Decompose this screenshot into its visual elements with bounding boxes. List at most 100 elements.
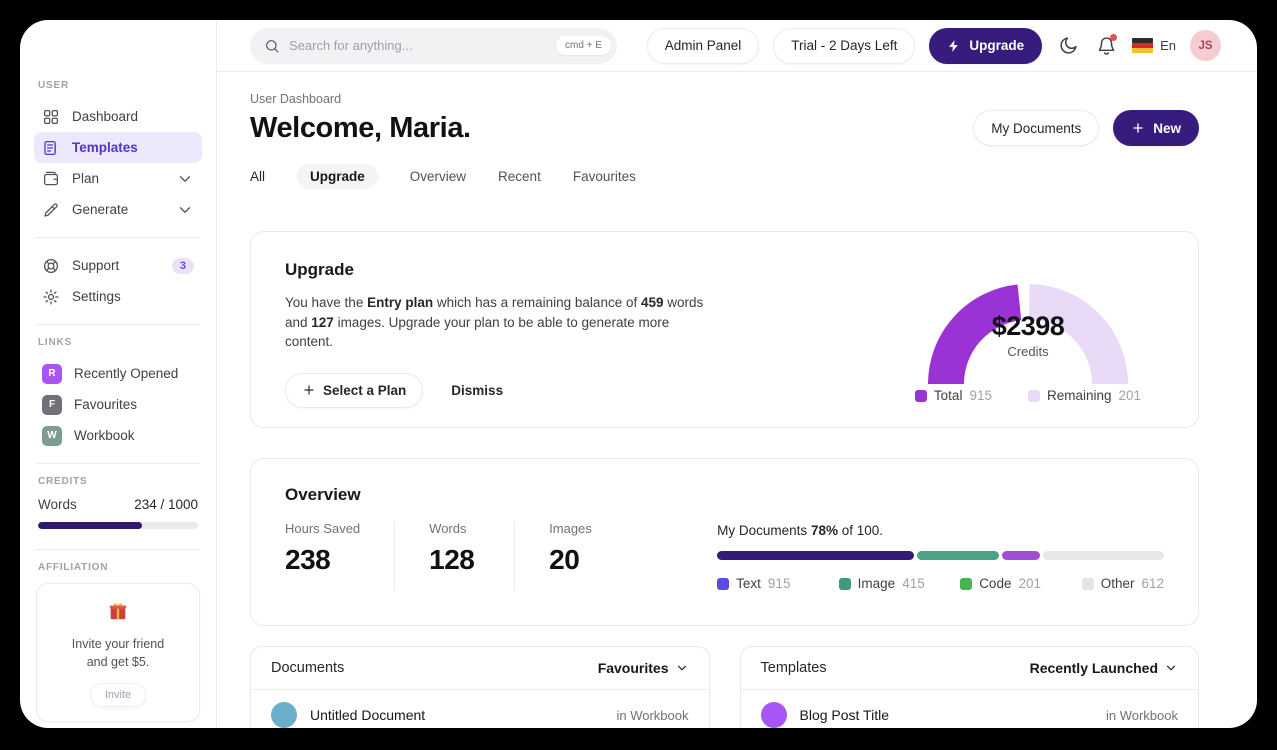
new-button[interactable]: New	[1113, 110, 1199, 146]
sidebar-link-workbook[interactable]: W Workbook	[34, 420, 202, 451]
documents-card: Documents Favourites Untitled Document i…	[250, 646, 710, 728]
tab-upgrade[interactable]: Upgrade	[297, 164, 378, 189]
legend-swatch	[838, 577, 851, 590]
sidebar-item-support[interactable]: Support 3	[34, 250, 202, 281]
segment-image	[916, 551, 1000, 560]
credits-words-label: Words	[38, 497, 77, 512]
language-selector[interactable]: En	[1132, 38, 1176, 53]
sidebar-item-label: Settings	[72, 289, 121, 304]
dark-mode-toggle[interactable]	[1056, 34, 1080, 58]
sidebar-link-label: Workbook	[74, 428, 135, 443]
legend-swatch	[960, 577, 973, 590]
gauge-center-label: Credits	[1007, 344, 1049, 359]
tab-recent[interactable]: Recent	[498, 169, 541, 184]
lightning-bolt-icon	[949, 39, 959, 52]
moon-icon	[1060, 37, 1077, 54]
legend-item-image: Image 415	[838, 576, 961, 591]
admin-panel-button[interactable]: Admin Panel	[646, 27, 760, 64]
tab-bar: All Upgrade Overview Recent Favourites	[250, 164, 1199, 189]
sidebar-link-recently-opened[interactable]: R Recently Opened	[34, 358, 202, 389]
progress-caption: My Documents 78% of 100.	[717, 523, 1164, 538]
stat-label: Hours Saved	[285, 521, 361, 536]
legend-value: 915	[969, 388, 992, 403]
legend-swatch	[717, 577, 730, 590]
template-location: in Workbook	[1105, 707, 1178, 723]
documents-filter-dropdown[interactable]: Favourites	[598, 660, 689, 676]
stat-label: Images	[549, 521, 592, 536]
upgrade-card: Upgrade You have the Entry plan which ha…	[250, 231, 1199, 428]
stat-value: 128	[429, 544, 475, 575]
lifebuoy-icon	[43, 258, 59, 273]
stat-images: Images 20	[549, 521, 635, 591]
search-icon	[266, 39, 279, 53]
sidebar-item-generate[interactable]: Generate	[34, 194, 202, 225]
legend-item-code: Code 201	[960, 576, 1082, 591]
gear-icon	[43, 288, 59, 305]
sidebar-link-label: Favourites	[74, 397, 138, 412]
sidebar-divider	[36, 237, 200, 238]
trial-status-button[interactable]: Trial - 2 Days Left	[773, 27, 916, 64]
support-count-badge: 3	[171, 257, 194, 274]
documents-card-title: Documents	[271, 660, 345, 676]
notifications-button[interactable]	[1094, 33, 1118, 58]
credits-words-value: 234 / 1000	[134, 497, 198, 512]
my-documents-button[interactable]: My Documents	[973, 110, 1100, 146]
search-shortcut-chip: cmd + E	[556, 36, 611, 55]
chevron-down-icon	[1166, 665, 1176, 671]
content-area: User Dashboard Welcome, Maria. My Docume…	[217, 72, 1257, 728]
stat-label: Words	[429, 521, 467, 536]
templates-card-title: Templates	[760, 660, 827, 676]
topbar: cmd + E Admin Panel Trial - 2 Days Left …	[217, 20, 1257, 72]
dismiss-button[interactable]: Dismiss	[451, 382, 504, 398]
invite-button[interactable]: Invite	[89, 683, 147, 708]
tab-all[interactable]: All	[250, 169, 266, 184]
sidebar-item-label: Support	[72, 258, 120, 273]
template-title: Blog Post Title	[799, 707, 890, 723]
overview-card-title: Overview	[285, 485, 361, 504]
user-avatar[interactable]: JS	[1190, 30, 1221, 61]
upgrade-button[interactable]: Upgrade	[929, 27, 1043, 64]
tab-overview[interactable]: Overview	[409, 169, 467, 184]
body-text: words and	[285, 295, 704, 330]
legend-swatch	[914, 389, 927, 402]
search-bar[interactable]: cmd + E	[250, 27, 617, 64]
overview-card: Overview Hours Saved 238 Words 128 Image…	[250, 458, 1199, 626]
affiliation-card: Invite your friend and get $5. Invite	[36, 583, 200, 723]
segment-code	[1002, 551, 1041, 560]
legend-value: 415	[902, 576, 925, 591]
sidebar-item-dashboard[interactable]: Dashboard	[34, 101, 202, 132]
filter-label: Recently Launched	[1029, 660, 1158, 676]
german-flag-icon	[1132, 38, 1154, 53]
templates-card: Templates Recently Launched Blog Post Ti…	[739, 646, 1199, 728]
select-plan-button[interactable]: Select a Plan	[285, 372, 424, 408]
template-row[interactable]: Blog Post Title in Workbook	[741, 690, 1199, 728]
sidebar-item-settings[interactable]: Settings	[34, 281, 202, 312]
sidebar-item-plan[interactable]: Plan	[34, 163, 202, 194]
sidebar-link-favourites[interactable]: F Favourites	[34, 389, 202, 420]
document-row[interactable]: Untitled Document in Workbook	[251, 690, 709, 728]
caption-percent: 78%	[810, 523, 838, 538]
plus-icon	[1133, 123, 1143, 133]
upgrade-card-body: You have the Entry plan which has a rema…	[285, 293, 705, 352]
affiliation-text-line2: and get $5.	[86, 655, 150, 670]
chevron-down-icon	[179, 206, 191, 213]
legend-label: Total	[933, 388, 963, 403]
gauge-center-value: $2398	[991, 311, 1065, 341]
sidebar-section-credits: CREDITS	[38, 476, 88, 487]
templates-filter-dropdown[interactable]: Recently Launched	[1030, 660, 1178, 676]
tab-favourites[interactable]: Favourites	[572, 169, 636, 184]
legend-value: 201	[1118, 388, 1142, 403]
new-button-label: New	[1153, 120, 1181, 136]
search-input[interactable]	[289, 38, 548, 53]
stacked-progress-bar	[717, 551, 1164, 560]
sidebar-section-affiliation: AFFILIATION	[38, 562, 109, 573]
sidebar-divider	[36, 463, 200, 464]
legend-label: Text	[736, 576, 761, 591]
body-bold: 127	[311, 314, 334, 330]
sidebar-item-templates[interactable]: Templates	[34, 132, 202, 163]
legend-value: 915	[767, 576, 791, 591]
stat-words: Words 128	[429, 521, 516, 591]
legend-value: 612	[1141, 576, 1164, 591]
link-initial-badge: F	[42, 394, 62, 415]
page-title: Welcome, Maria.	[250, 111, 471, 144]
